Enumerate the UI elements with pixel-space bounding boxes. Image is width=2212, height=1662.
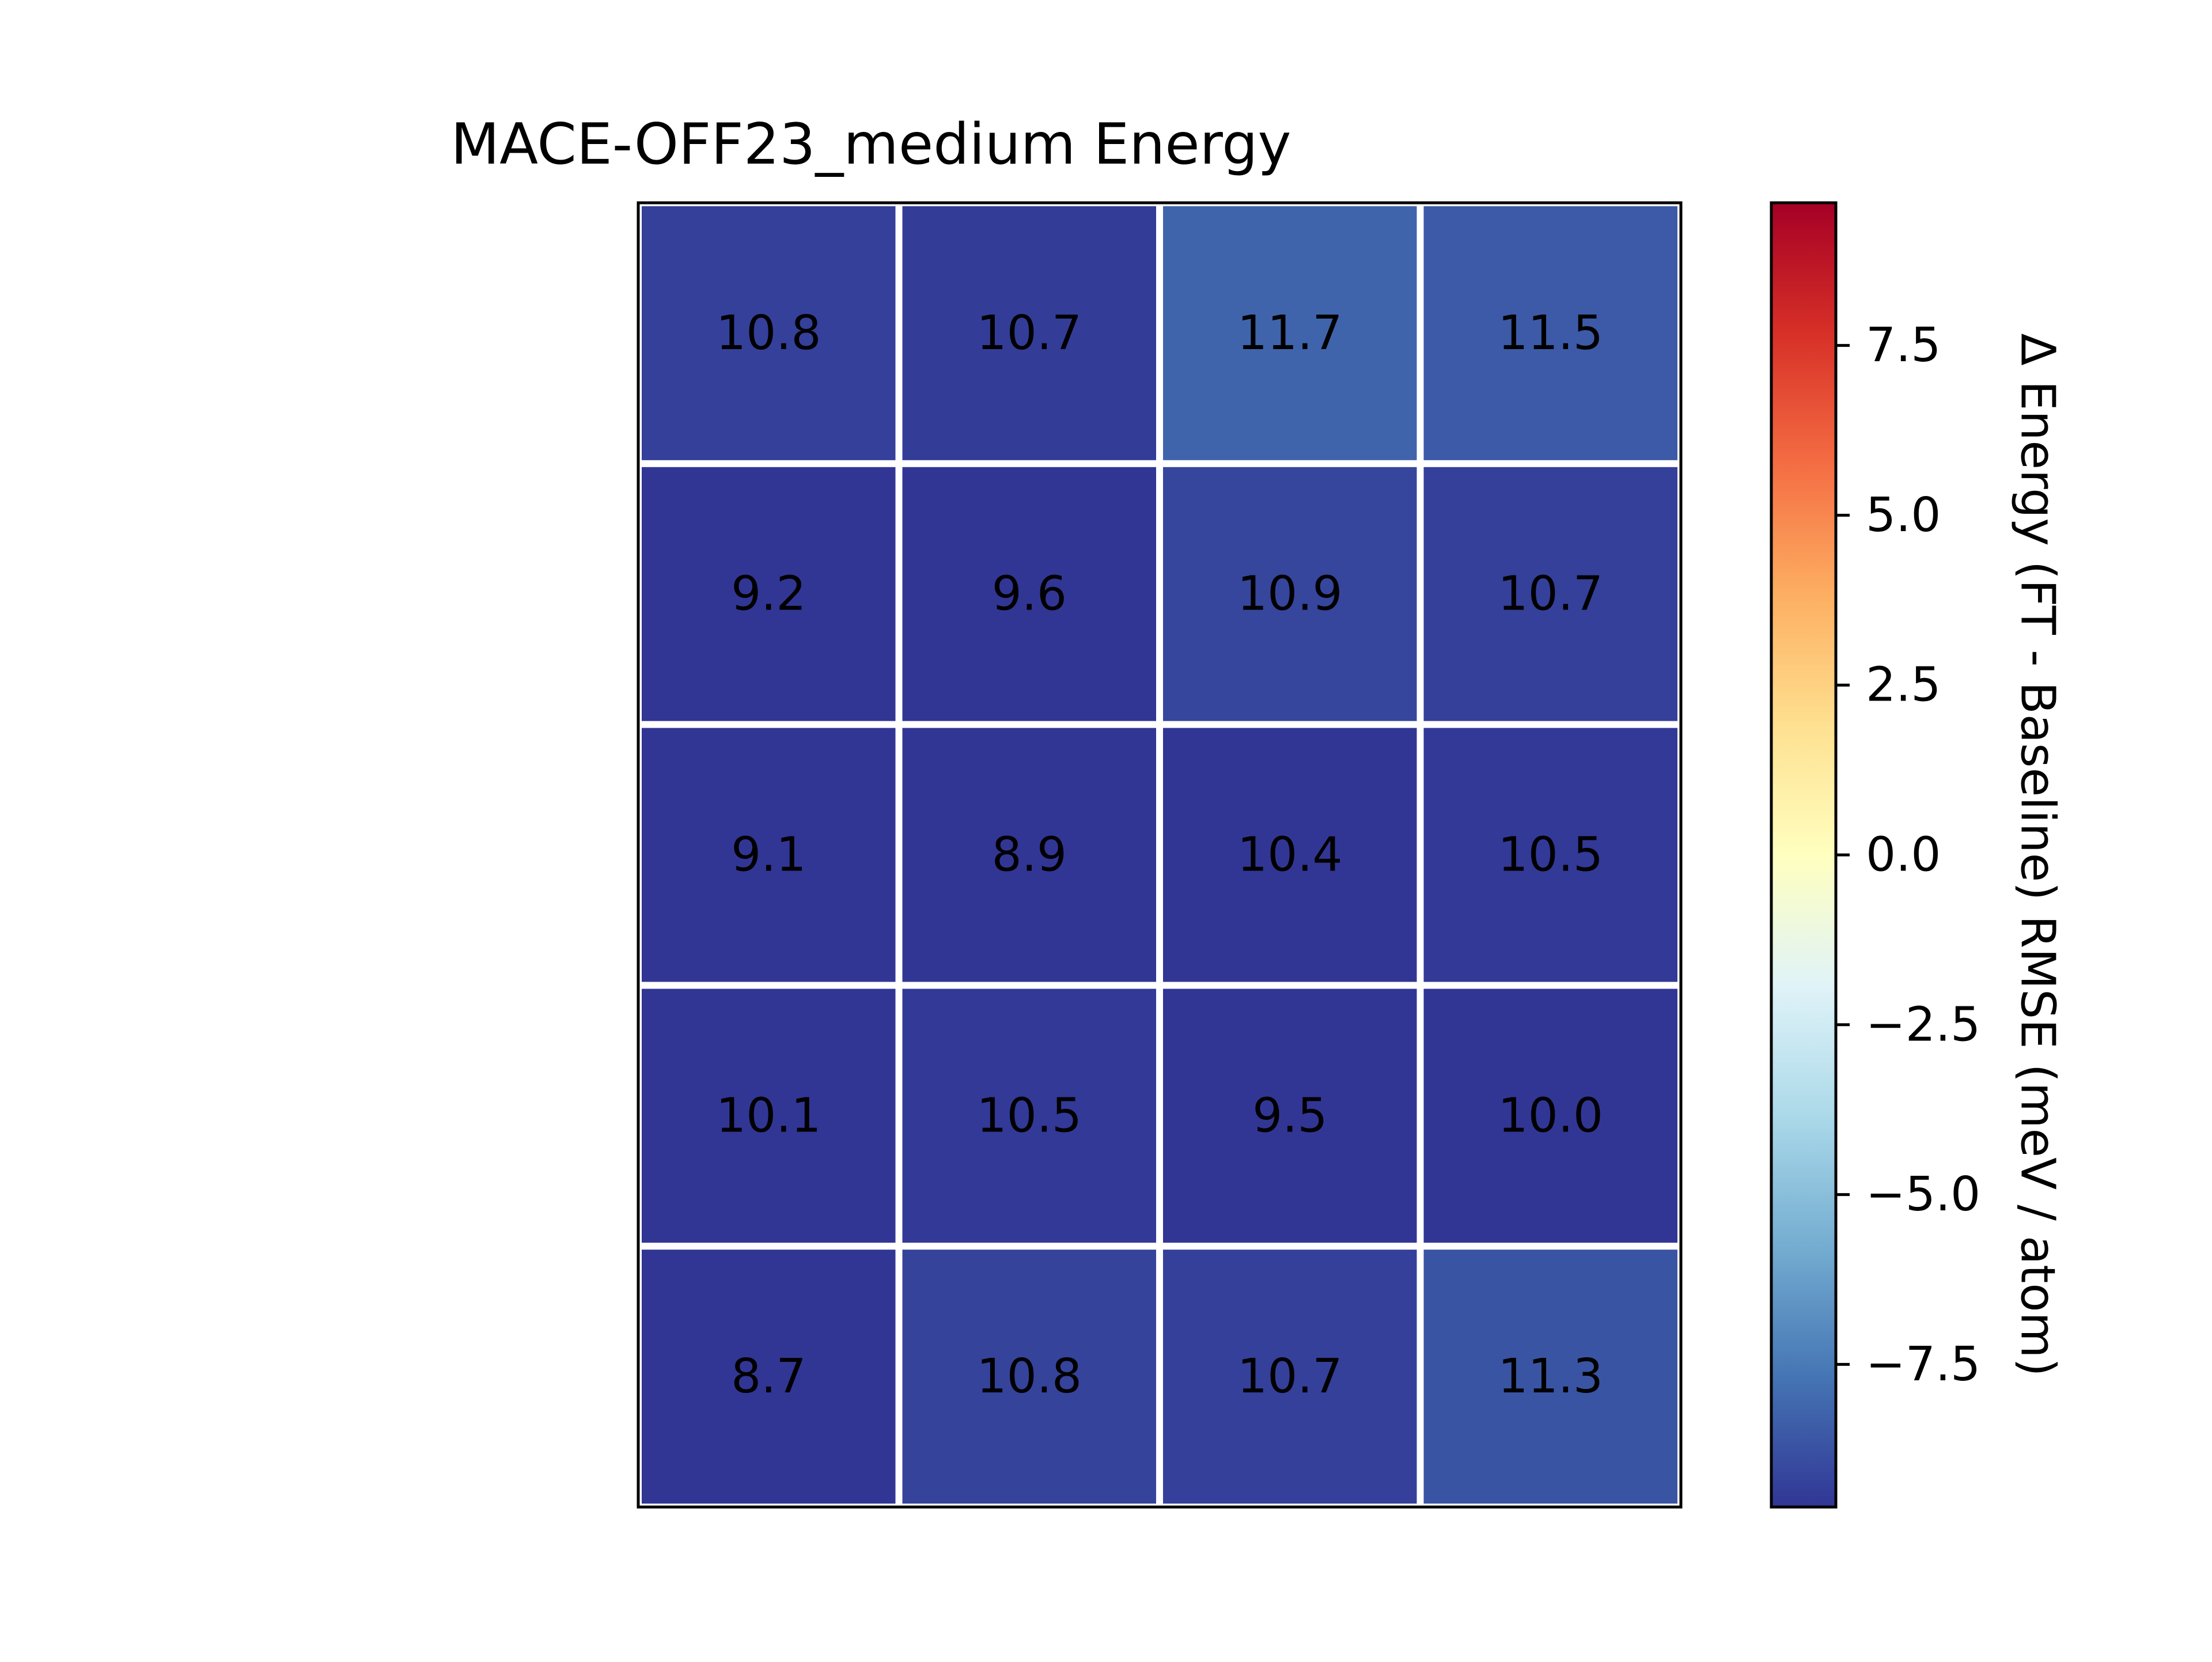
colorbar-tick-label: −7.5 — [1866, 1337, 1980, 1392]
cell-label-r4-c0: 8.7 — [731, 1349, 806, 1404]
cell-label-r1-c2: 10.9 — [1237, 567, 1343, 622]
heatmap-cell-r4-c1 — [902, 1250, 1156, 1504]
heatmap-cell-r4-c0 — [642, 1250, 896, 1504]
colorbar-tick-label: 7.5 — [1866, 318, 1941, 373]
cell-label-r3-c3: 10.0 — [1498, 1088, 1604, 1143]
heatmap-cell-r0-c2 — [1163, 206, 1417, 460]
heatmap-cell-r0-c0 — [642, 206, 896, 460]
heatmap-cell-r3-c1 — [902, 989, 1156, 1243]
plot-frame — [637, 201, 1683, 1509]
heatmap-cell-r3-c3 — [1423, 989, 1677, 1243]
heatmap-cell-r2-c1 — [902, 728, 1156, 982]
heatmap-cell-r2-c2 — [1163, 728, 1417, 982]
colorbar-tick-label: −5.0 — [1866, 1167, 1980, 1222]
cell-label-r2-c1: 8.9 — [992, 828, 1067, 883]
cell-label-r2-c2: 10.4 — [1237, 828, 1343, 883]
heatmap-cell-r0-c3 — [1423, 206, 1677, 460]
cell-label-r4-c3: 11.3 — [1498, 1349, 1604, 1404]
heatmap-cell-r2-c0 — [642, 728, 896, 982]
heatmap-cell-r1-c0 — [642, 467, 896, 721]
heatmap-cell-r2-c3 — [1423, 728, 1677, 982]
heatmap-cell-r4-c3 — [1423, 1250, 1677, 1504]
cell-label-r2-c3: 10.5 — [1498, 828, 1604, 883]
cell-label-r1-c3: 10.7 — [1498, 567, 1604, 622]
heatmap-cell-r0-c1 — [902, 206, 1156, 460]
cell-label-r3-c0: 10.1 — [716, 1088, 821, 1143]
heatmap-cells — [642, 206, 1677, 1504]
heatmap-cell-r1-c2 — [1163, 467, 1417, 721]
colorbar-tick-label: 5.0 — [1866, 488, 1941, 543]
cell-label-r3-c2: 9.5 — [1252, 1088, 1327, 1143]
heatmap-cell-r1-c3 — [1423, 467, 1677, 721]
heatmap-cell-r4-c2 — [1163, 1250, 1417, 1504]
cell-label-r3-c1: 10.5 — [977, 1088, 1082, 1143]
chart-title: MACE-OFF23_medium Energy — [451, 112, 1291, 177]
cell-label-r0-c1: 10.7 — [977, 306, 1082, 361]
colorbar-label: Δ Energy (FT - Baseline) RMSE (meV / ato… — [2010, 334, 2065, 1377]
cell-label-r2-c0: 9.1 — [731, 828, 806, 883]
cell-label-r1-c1: 9.6 — [992, 567, 1067, 622]
heatmap-cell-r3-c2 — [1163, 989, 1417, 1243]
colorbar-tick-label: 0.0 — [1866, 828, 1941, 883]
cell-label-r0-c2: 11.7 — [1237, 306, 1343, 361]
cell-label-r4-c1: 10.8 — [977, 1349, 1082, 1404]
cell-label-r1-c0: 9.2 — [731, 567, 806, 622]
heatmap-cell-r3-c0 — [642, 989, 896, 1243]
colorbar — [1770, 201, 1838, 1509]
cell-label-r0-c3: 11.5 — [1498, 306, 1604, 361]
heatmap-cell-labels: 10.8 10.7 11.7 11.5 9.2 9.6 10.9 10.7 9.1 8.9 10.4… — [716, 306, 1603, 1404]
heatmap-cell-r1-c1 — [902, 467, 1156, 721]
colorbar-tick-label: −2.5 — [1866, 997, 1980, 1052]
colorbar-tick-label: 2.5 — [1866, 658, 1941, 713]
cell-label-r4-c2: 10.7 — [1237, 1349, 1343, 1404]
cell-label-r0-c0: 10.8 — [716, 306, 821, 361]
colorbar-ticks: 7.5 5.0 2.5 0.0 −2.5 −5.0 −7.5 — [1836, 318, 1980, 1392]
